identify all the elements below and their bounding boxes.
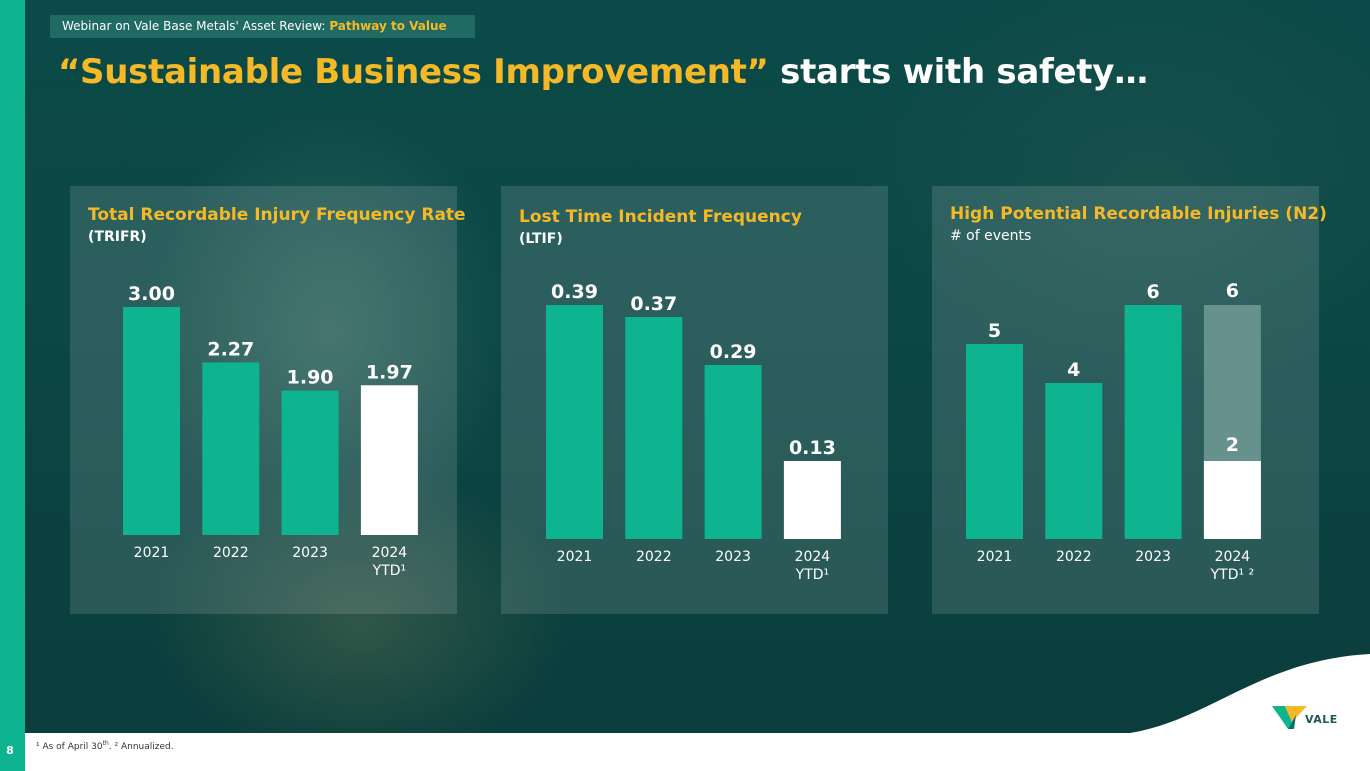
data-label: 3.00 <box>128 283 175 305</box>
chart-title: Lost Time Incident Frequency <box>519 207 802 227</box>
category-label: 2021 <box>134 545 170 561</box>
bar <box>783 461 841 539</box>
chart-panel-n2: High Potential Recordable Injuries (N2) … <box>932 186 1327 614</box>
category-label: 2024 <box>1215 549 1251 565</box>
data-label: 1.97 <box>366 361 413 383</box>
bar <box>625 317 683 539</box>
webinar-highlight: Pathway to Value <box>329 19 447 33</box>
page-number: 8 <box>6 744 14 757</box>
category-label: 2023 <box>715 549 751 565</box>
data-label: 2 <box>1226 434 1239 456</box>
category-label: 2023 <box>292 545 328 561</box>
chart-subtitle: (TRIFR) <box>88 229 147 245</box>
footnote-sup: th <box>102 740 109 747</box>
chart-subtitle: (LTIF) <box>519 231 563 247</box>
footnote-part1: ¹ As of April 30 <box>36 742 103 752</box>
page-title-rest: starts with safety… <box>768 52 1148 92</box>
bar <box>360 385 418 535</box>
category-label: 2022 <box>213 545 249 561</box>
bar <box>281 390 339 535</box>
category-label: 2022 <box>1056 549 1092 565</box>
data-label: 2.27 <box>207 338 254 360</box>
data-label: 6 <box>1146 281 1159 303</box>
footer-wave <box>1090 654 1370 740</box>
bar-chart-n2: 5 2021 4 2022 6 2023 6 2 2024 YTD¹ ² <box>966 280 1261 583</box>
footnote: ¹ As of April 30th. ² Annualized. <box>36 740 174 752</box>
bar <box>202 362 260 535</box>
page-title: “Sustainable Business Improvement” start… <box>58 52 1148 92</box>
data-label-annualized: 6 <box>1226 280 1239 302</box>
vale-logo-icon <box>1272 706 1307 729</box>
data-label: 1.90 <box>287 367 334 389</box>
chart-title: Total Recordable Injury Frequency Rate <box>88 205 466 225</box>
bar <box>704 365 762 539</box>
category-label: YTD¹ <box>372 563 407 579</box>
category-label: 2021 <box>557 549 593 565</box>
webinar-banner: Webinar on Vale Base Metals' Asset Revie… <box>50 15 475 38</box>
chart-subtitle: # of events <box>950 228 1032 244</box>
footnote-part2: . ² Annualized. <box>108 742 174 752</box>
bar <box>546 305 603 539</box>
data-label: 0.13 <box>789 437 836 459</box>
page-title-highlight: “Sustainable Business Improvement” <box>58 52 769 92</box>
chart-panel-trifr: Total Recordable Injury Frequency Rate (… <box>70 186 466 614</box>
category-label: 2024 <box>372 545 408 561</box>
bar <box>1124 305 1182 539</box>
category-label: 2024 <box>795 549 831 565</box>
bar <box>1045 383 1103 539</box>
left-accent-bar <box>0 0 25 771</box>
bar-chart-trifr: 3.00 2021 2.27 2022 1.90 2023 1.97 2024 YTD¹ <box>123 283 418 579</box>
data-label: 4 <box>1067 359 1080 381</box>
chart-panel-ltif: Lost Time Incident Frequency (LTIF) 0.39… <box>501 186 888 614</box>
category-label: YTD¹ ² <box>1210 567 1255 583</box>
bar-chart-ltif: 0.39 2021 0.37 2022 0.29 2023 0.13 2024 YTD¹ <box>546 281 841 583</box>
chart-title: High Potential Recordable Injuries (N2) <box>950 204 1327 224</box>
bar <box>966 344 1023 539</box>
data-label: 0.39 <box>551 281 598 303</box>
vale-logo-text: VALE <box>1305 713 1338 726</box>
category-label: 2023 <box>1135 549 1171 565</box>
bar <box>1203 461 1261 539</box>
category-label: 2022 <box>636 549 672 565</box>
data-label: 0.29 <box>710 341 757 363</box>
bar <box>123 307 180 535</box>
data-label: 5 <box>988 320 1001 342</box>
category-label: 2021 <box>977 549 1013 565</box>
category-label: YTD¹ <box>795 567 830 583</box>
data-label: 0.37 <box>630 293 677 315</box>
webinar-prefix: Webinar on Vale Base Metals' Asset Revie… <box>62 19 326 33</box>
